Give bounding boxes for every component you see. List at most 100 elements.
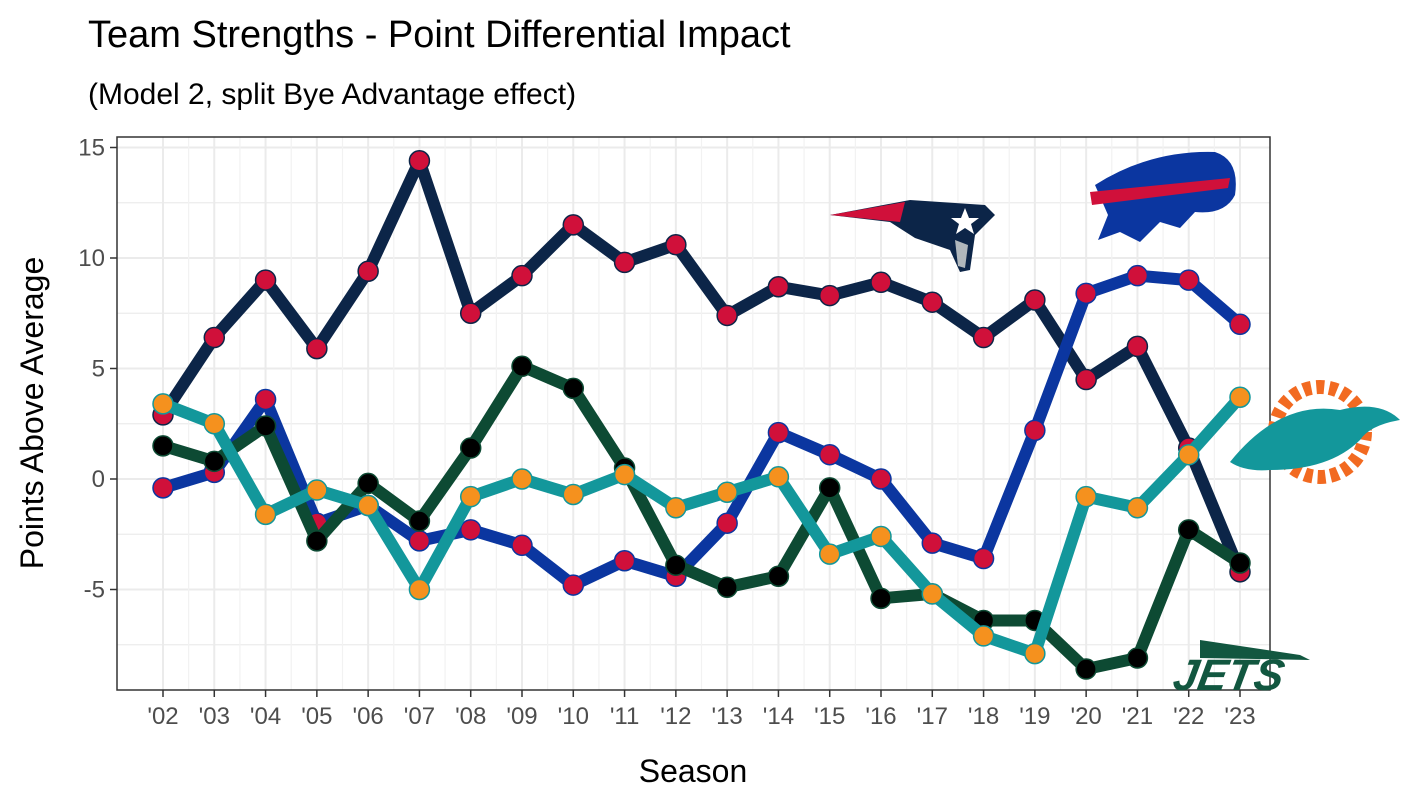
data-point-dolphins	[1229, 386, 1251, 408]
x-tick-label: '07	[404, 703, 435, 730]
data-point-jets	[1229, 552, 1251, 574]
data-point-jets	[203, 450, 226, 473]
data-point-patriots	[1075, 368, 1097, 391]
data-point-bills	[1126, 264, 1149, 287]
y-tick-label: 0	[92, 466, 105, 493]
x-tick-label: '21	[1122, 703, 1153, 730]
data-point-patriots	[921, 291, 944, 313]
x-tick-label: '10	[558, 703, 589, 730]
y-axis: 15 10 5 0 -5	[78, 135, 117, 604]
data-point-jets	[716, 576, 738, 599]
jets-logo: JETS	[1170, 640, 1310, 700]
data-point-dolphins	[1024, 642, 1046, 665]
data-point-dolphins	[613, 463, 636, 486]
series-line-jets	[157, 360, 1246, 676]
data-point-dolphins	[716, 481, 738, 504]
data-point-patriots	[357, 260, 379, 283]
x-tick-label: '16	[865, 703, 896, 730]
data-point-bills	[1075, 282, 1097, 305]
data-point-bills	[767, 421, 790, 444]
data-point-bills	[1229, 313, 1251, 336]
data-point-bills	[716, 512, 738, 534]
data-point-patriots	[203, 326, 226, 349]
data-point-patriots	[613, 251, 636, 274]
data-point-dolphins	[152, 393, 174, 415]
data-point-jets	[870, 587, 892, 610]
x-axis-title: Season	[639, 753, 748, 789]
y-tick-label: 5	[92, 356, 105, 383]
data-point-dolphins	[1177, 443, 1200, 466]
data-point-jets	[306, 530, 328, 552]
y-tick-label: 15	[78, 135, 105, 162]
y-tick-label: 10	[78, 245, 105, 272]
data-point-jets	[1075, 658, 1097, 680]
x-tick-label: '06	[353, 703, 384, 730]
x-tick-label: '13	[712, 703, 743, 730]
y-axis-title: Points Above Average	[14, 257, 50, 570]
data-point-dolphins	[203, 413, 226, 435]
data-point-dolphins	[562, 483, 585, 506]
data-point-dolphins	[972, 625, 995, 647]
data-point-jets	[357, 472, 379, 495]
data-point-bills	[921, 532, 944, 554]
dolphins-logo	[1230, 380, 1400, 484]
chart-title: Team Strengths - Point Differential Impa…	[88, 14, 791, 56]
data-point-bills	[972, 547, 995, 570]
x-tick-label: '20	[1071, 703, 1102, 730]
data-point-patriots	[870, 271, 892, 294]
data-point-bills	[818, 443, 841, 466]
x-tick-label: '17	[917, 703, 948, 730]
data-point-dolphins	[767, 466, 790, 488]
series-line-dolphins	[157, 391, 1246, 660]
data-point-jets	[254, 415, 277, 437]
data-point-bills	[152, 477, 174, 499]
patriots-logo	[830, 200, 995, 272]
x-tick-label: '12	[660, 703, 691, 730]
data-point-jets	[152, 435, 174, 457]
data-point-bills	[408, 530, 431, 552]
x-tick-label: '22	[1173, 703, 1204, 730]
data-point-jets	[1126, 647, 1149, 669]
x-tick-label: '19	[1019, 703, 1050, 730]
data-point-patriots	[1024, 289, 1046, 311]
data-point-jets	[408, 510, 431, 532]
data-point-dolphins	[921, 583, 944, 605]
data-point-jets	[818, 477, 841, 499]
data-point-bills	[511, 534, 533, 557]
data-point-bills	[1024, 419, 1046, 442]
plot-border	[116, 136, 1271, 691]
gridlines	[117, 137, 1270, 690]
chart-subtitle: (Model 2, split Bye Advantage effect)	[88, 78, 576, 111]
data-point-dolphins	[665, 496, 687, 519]
x-tick-label: '23	[1224, 703, 1255, 730]
data-point-jets	[562, 377, 585, 400]
x-tick-label: '02	[147, 703, 178, 730]
data-point-patriots	[1126, 335, 1149, 358]
data-point-patriots	[511, 264, 533, 287]
x-axis: '02 '03 '04 '05 '06 '07 '08 '09 '10 '11 '12 '13 '14 '…	[147, 690, 1256, 730]
data-point-patriots	[767, 275, 790, 298]
data-point-bills	[613, 550, 636, 572]
y-tick-label: -5	[84, 577, 105, 604]
data-point-jets	[767, 565, 790, 587]
data-point-bills	[1177, 269, 1200, 291]
data-point-patriots	[716, 304, 738, 327]
x-tick-label: '14	[763, 703, 794, 730]
x-tick-label: '04	[250, 703, 281, 730]
series-line-patriots	[157, 154, 1246, 578]
data-point-dolphins	[459, 485, 482, 508]
data-point-patriots	[254, 269, 277, 291]
x-tick-label: '09	[506, 703, 537, 730]
data-point-dolphins	[1075, 485, 1097, 508]
data-point-dolphins	[870, 525, 892, 548]
data-point-dolphins	[254, 503, 277, 526]
x-tick-label: '03	[199, 703, 230, 730]
data-point-dolphins	[511, 468, 533, 490]
data-point-bills	[562, 574, 585, 596]
x-tick-label: '18	[968, 703, 999, 730]
series-layer	[152, 150, 1251, 680]
data-point-patriots	[665, 233, 687, 256]
series-dolphins	[152, 386, 1251, 665]
data-point-patriots	[818, 284, 841, 307]
data-point-bills	[459, 519, 482, 541]
